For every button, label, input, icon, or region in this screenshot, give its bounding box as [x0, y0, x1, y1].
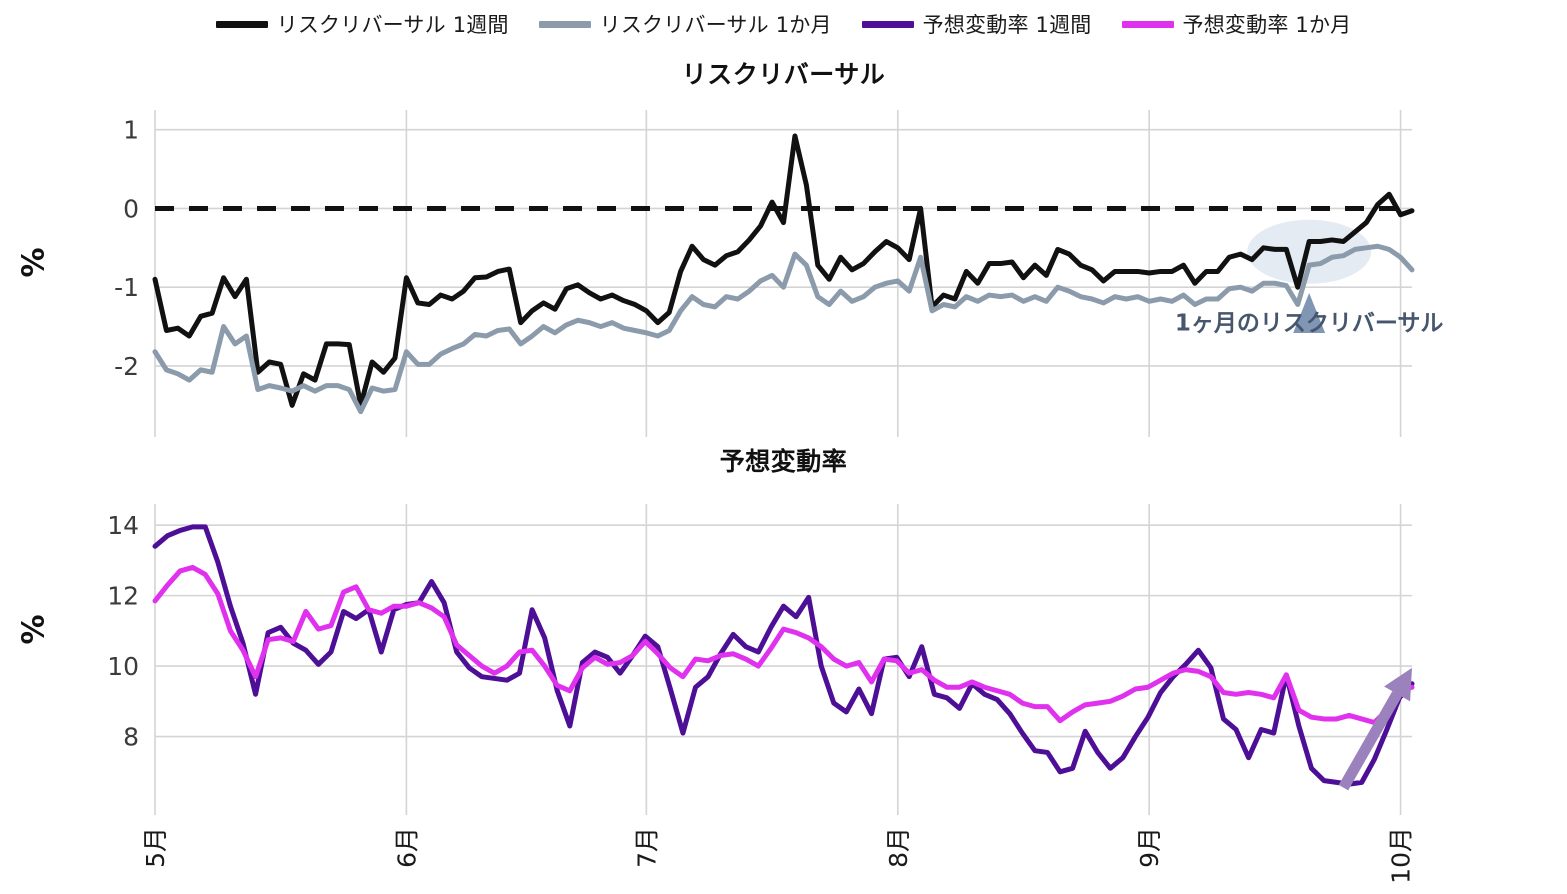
y-axis-tick-label: 0 [123, 194, 139, 223]
x-axis-tick: 7月 [632, 827, 661, 868]
legend-item[interactable]: 予想変動率 1週間 [861, 9, 1092, 39]
y-axis-tick-label: 10 [107, 652, 139, 681]
y-axis-tick-label: -1 [114, 273, 139, 302]
arrow-head [1384, 667, 1412, 702]
legend-item[interactable]: リスクリバーサル 1週間 [215, 9, 509, 39]
implied-volatility-chart: 14 12 10 8 5月 6月 7月 8月 9月 10月 [107, 504, 1416, 884]
x-axis-tick-label: 7月 [632, 827, 661, 868]
x-axis-tick-label: 6月 [392, 827, 421, 868]
x-axis-tick-label: 8月 [884, 827, 913, 868]
trend-arrow-annotation [1338, 667, 1412, 791]
implied-volatility-chart-title: 予想変動率 [719, 447, 848, 476]
x-axis-tick: 5月 [141, 827, 170, 868]
y-axis-tick-label: 8 [123, 723, 139, 752]
x-axis-tick-label: 5月 [141, 827, 170, 868]
data-series-line [152, 243, 1415, 415]
data-series-line [152, 564, 1415, 725]
x-axis-tick: 10月 [1387, 827, 1416, 884]
x-axis-tick-label: 10月 [1387, 827, 1416, 884]
legend-item[interactable]: リスクリバーサル 1か月 [538, 9, 832, 39]
risk-reversal-chart-title: リスクリバーサル [681, 60, 886, 89]
x-axis-tick-label: 9月 [1135, 827, 1164, 868]
x-axis-tick: 6月 [392, 827, 421, 868]
arrow-shaft [1338, 691, 1402, 791]
legend-item-label: リスクリバーサル 1か月 [599, 13, 832, 37]
legend-item-label: リスクリバーサル 1週間 [276, 13, 509, 37]
data-series-line [152, 524, 1415, 787]
annotation-triangle-marker [1293, 293, 1326, 333]
y-axis-tick-label: 1 [123, 116, 139, 145]
x-axis-tick: 9月 [1135, 827, 1164, 868]
line-swatch [215, 20, 268, 28]
line-swatch [538, 20, 591, 28]
y-axis-tick-label: 14 [107, 511, 139, 540]
legend-item-label: 予想変動率 1週間 [922, 13, 1092, 37]
x-axis-tick: 8月 [884, 827, 913, 868]
y-axis-tick-label: 12 [107, 582, 139, 611]
line-swatch [1121, 20, 1174, 28]
chart-annotation-label: 1ヶ月のリスクリバーサル [1175, 311, 1444, 337]
data-series-line [152, 133, 1415, 408]
risk-reversal-chart: 1 0 -1 -2 1ヶ月のリスクリバーサル [114, 110, 1444, 437]
y-axis-tick-label: -2 [114, 352, 139, 381]
line-swatch [861, 20, 914, 28]
chart-legend: リスクリバーサル 1週間 リスクリバーサル 1か月 予想変動率 1週間 予想変動率 1… [0, 0, 1567, 48]
legend-item[interactable]: 予想変動率 1か月 [1121, 9, 1352, 39]
legend-item-label: 予想変動率 1か月 [1182, 13, 1352, 37]
